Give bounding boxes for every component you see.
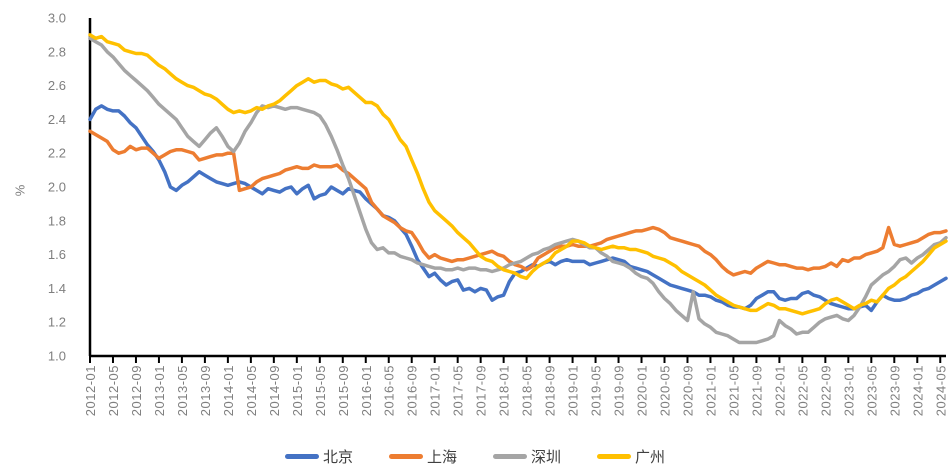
legend-item-shenzhen: 深圳 bbox=[493, 446, 561, 467]
x-tick-label: 2017-05 bbox=[451, 365, 466, 416]
y-tick-label: 2.6 bbox=[48, 78, 66, 93]
x-tick-label: 2021-09 bbox=[749, 365, 764, 416]
x-tick-label: 2016-05 bbox=[382, 365, 397, 416]
y-tick-label: 2.8 bbox=[48, 44, 66, 59]
x-tick-label: 2022-09 bbox=[818, 365, 833, 416]
x-tick-label: 2013-09 bbox=[198, 365, 213, 416]
x-tick-label: 2019-09 bbox=[612, 365, 627, 416]
x-tick-label: 2023-01 bbox=[841, 365, 856, 416]
series-line-shenzhen bbox=[88, 36, 948, 345]
x-tick-label: 2024-01 bbox=[910, 365, 925, 416]
x-tick-label: 2020-01 bbox=[635, 365, 650, 416]
y-tick-label: 1.0 bbox=[48, 349, 66, 364]
y-axis-unit-label: % bbox=[12, 184, 28, 197]
legend-swatch-beijing-icon bbox=[284, 454, 319, 459]
x-tick-label: 2024-05 bbox=[933, 365, 948, 416]
x-tick-label: 2018-01 bbox=[497, 365, 512, 416]
y-tick-label: 1.6 bbox=[48, 247, 66, 262]
x-tick-label: 2015-01 bbox=[290, 365, 305, 416]
x-tick-label: 2022-01 bbox=[772, 365, 787, 416]
y-tick-label: 2.0 bbox=[48, 180, 66, 195]
x-tick-label: 2023-05 bbox=[864, 365, 879, 416]
x-tick-label: 2013-05 bbox=[175, 365, 190, 416]
legend: 北京 上海 深圳 广州 bbox=[0, 446, 950, 467]
x-tick-label: 2023-09 bbox=[887, 365, 902, 416]
x-tick-label: 2012-05 bbox=[106, 365, 121, 416]
y-tick-label: 2.4 bbox=[48, 112, 66, 127]
x-tick-label: 2021-05 bbox=[726, 365, 741, 416]
x-tick-label: 2015-05 bbox=[313, 365, 328, 416]
x-tick-label: 2019-05 bbox=[589, 365, 604, 416]
legend-item-guangzhou: 广州 bbox=[597, 446, 665, 467]
x-tick-label: 2018-09 bbox=[543, 365, 558, 416]
legend-swatch-guangzhou-icon bbox=[597, 454, 632, 459]
x-tick-label: 2017-01 bbox=[428, 365, 443, 416]
y-tick-label: 1.2 bbox=[48, 315, 66, 330]
x-tick-label: 2014-01 bbox=[221, 365, 236, 416]
x-tick-label: 2020-05 bbox=[657, 365, 672, 416]
legend-label-shenzhen: 深圳 bbox=[531, 449, 562, 466]
legend-item-shanghai: 上海 bbox=[388, 446, 457, 467]
series-line-shanghai bbox=[88, 129, 948, 277]
x-tick-label: 2012-01 bbox=[83, 365, 98, 416]
x-tick-label: 2014-09 bbox=[267, 365, 282, 416]
x-tick-label: 2018-05 bbox=[520, 365, 535, 416]
x-tick-label: 2016-01 bbox=[359, 365, 374, 416]
x-tick-label: 2017-09 bbox=[474, 365, 489, 416]
legend-swatch-shanghai-icon bbox=[388, 454, 423, 459]
y-tick-label: 1.8 bbox=[48, 213, 66, 228]
x-tick-label: 2022-05 bbox=[795, 365, 810, 416]
legend-item-beijing: 北京 bbox=[284, 446, 353, 467]
series-line-beijing bbox=[88, 104, 948, 313]
x-tick-label: 2016-09 bbox=[405, 365, 420, 416]
legend-label-guangzhou: 广州 bbox=[635, 449, 666, 466]
legend-label-beijing: 北京 bbox=[322, 449, 353, 466]
y-tick-label: 1.4 bbox=[48, 281, 66, 296]
x-tick-label: 2014-05 bbox=[244, 365, 259, 416]
x-tick-label: 2021-01 bbox=[703, 365, 718, 416]
x-tick-label: 2019-01 bbox=[566, 365, 581, 416]
series-line-guangzhou bbox=[88, 33, 948, 316]
y-tick-label: 2.2 bbox=[48, 146, 66, 161]
legend-label-shanghai: 上海 bbox=[426, 449, 457, 466]
x-tick-label: 2015-09 bbox=[336, 365, 351, 416]
x-tick-label: 2020-09 bbox=[680, 365, 695, 416]
x-tick-label: 2012-09 bbox=[129, 365, 144, 416]
x-tick-label: 2013-01 bbox=[152, 365, 167, 416]
y-tick-label: 3.0 bbox=[48, 11, 66, 26]
legend-swatch-shenzhen-icon bbox=[493, 454, 527, 459]
